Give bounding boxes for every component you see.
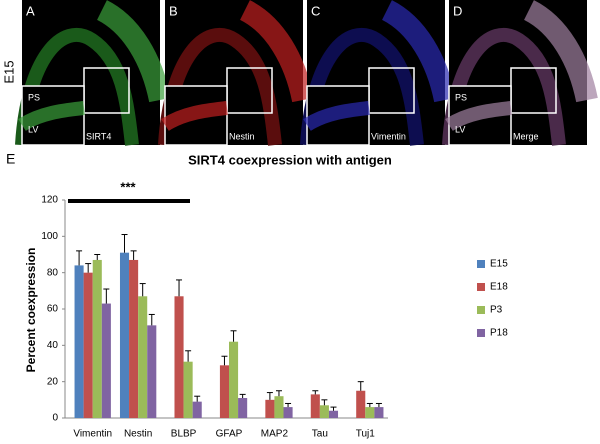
- tissue-band: [96, 0, 171, 103]
- bar: [374, 407, 384, 418]
- bar: [192, 401, 202, 418]
- panel-label: Vimentin: [371, 131, 406, 141]
- legend-swatch: [477, 306, 485, 314]
- x-tick-label: Vimentin: [73, 429, 112, 440]
- panel-label: SIRT4: [86, 131, 111, 141]
- x-tick-label: Tau: [312, 429, 328, 440]
- bar: [129, 259, 139, 418]
- legend-label: P3: [490, 305, 503, 316]
- panel-label: LV: [28, 124, 38, 134]
- bar: [101, 303, 111, 418]
- tissue-band: [442, 28, 566, 146]
- tissue-band: [158, 28, 282, 146]
- bar: [229, 341, 239, 418]
- y-tick-label: 20: [47, 376, 59, 387]
- y-tick-label: 40: [47, 340, 59, 351]
- significance-label: ***: [120, 179, 136, 194]
- y-tick-label: 60: [47, 304, 59, 315]
- panel-label: PS: [28, 92, 40, 102]
- legend-label: E18: [490, 282, 508, 293]
- legend-label: E15: [490, 259, 508, 270]
- bar: [265, 399, 275, 418]
- bar: [83, 272, 93, 418]
- inset-tissue: [303, 101, 370, 132]
- panel-letter: B: [169, 3, 178, 18]
- bar: [238, 398, 248, 418]
- panel-label: Nestin: [229, 131, 255, 141]
- panel-label: E: [6, 151, 15, 167]
- bar: [92, 259, 102, 418]
- y-tick-label: 120: [41, 195, 58, 206]
- bar: [365, 407, 375, 418]
- legend-swatch: [477, 329, 485, 337]
- bar: [283, 407, 293, 418]
- y-tick-label: 100: [41, 231, 58, 242]
- inset-tissue: [445, 101, 512, 132]
- chart-title: SIRT4 coexpression with antigen: [188, 152, 392, 167]
- y-tick-label: 0: [52, 413, 58, 424]
- panel-letter: A: [26, 3, 35, 18]
- bar: [310, 394, 320, 418]
- bar: [138, 296, 148, 418]
- tissue-band: [523, 0, 598, 103]
- bar: [74, 265, 84, 418]
- x-tick-label: Nestin: [124, 429, 152, 440]
- tissue-band: [381, 0, 456, 103]
- x-tick-label: Tuj1: [356, 429, 376, 440]
- x-tick-label: GFAP: [216, 429, 243, 440]
- legend-swatch: [477, 283, 485, 291]
- y-axis-label: Percent coexpression: [24, 248, 38, 373]
- x-tick-label: MAP2: [261, 429, 289, 440]
- inset-tissue: [18, 101, 85, 132]
- bar: [328, 410, 339, 418]
- x-tick-label: BLBP: [171, 429, 197, 440]
- legend-label: P18: [490, 328, 508, 339]
- panel-label: PS: [455, 92, 467, 102]
- inset-tissue: [161, 101, 228, 132]
- panel-letter: C: [311, 3, 320, 18]
- bar: [319, 405, 329, 418]
- bar: [183, 361, 193, 418]
- tissue-band: [300, 28, 424, 146]
- tissue-band: [15, 28, 139, 146]
- y-tick-label: 80: [47, 267, 59, 278]
- bar: [147, 325, 157, 418]
- panel-label: Merge: [513, 131, 539, 141]
- bar: [174, 296, 184, 418]
- panel-label: LV: [455, 124, 465, 134]
- legend-swatch: [477, 260, 485, 268]
- tissue-band: [239, 0, 314, 103]
- panel-letter: D: [453, 3, 462, 18]
- bar: [356, 390, 366, 418]
- bar: [274, 396, 284, 418]
- bar: [119, 252, 130, 418]
- bar: [219, 365, 229, 418]
- row-label: E15: [1, 60, 16, 83]
